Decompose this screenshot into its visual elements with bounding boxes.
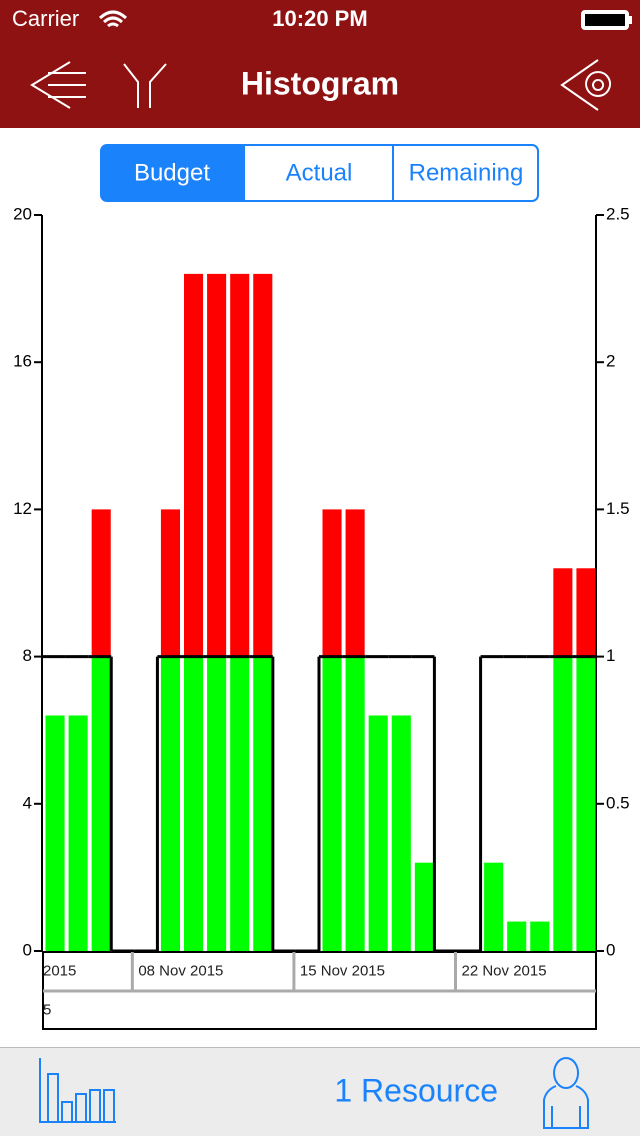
battery-level [585, 14, 625, 26]
battery-tip [629, 16, 632, 24]
person-icon[interactable] [543, 1057, 589, 1129]
week-label: 2015 [43, 962, 76, 979]
bar-segment [576, 656, 596, 951]
bar-segment [253, 273, 273, 657]
bar-segment [576, 568, 596, 657]
nav-title: Histogram [241, 65, 399, 101]
bar-segment [391, 715, 411, 951]
week-label: 15 Nov 2015 [300, 962, 385, 979]
bar-segment [253, 656, 273, 951]
y2-tick-label: 2.5 [606, 204, 630, 223]
y2-tick-label: 0.5 [606, 793, 630, 812]
bar-segment [345, 656, 365, 951]
bar-segment [160, 509, 180, 657]
bar-segment [91, 509, 111, 657]
segment-actual[interactable]: Actual [286, 159, 353, 186]
y-tick-label: 16 [13, 352, 32, 371]
y-tick-label: 12 [13, 499, 32, 518]
bar-segment [45, 715, 65, 951]
bar-segment [507, 921, 527, 951]
clock: 10:20 PM [272, 6, 367, 31]
bar-segment [207, 656, 227, 951]
bar-segment [230, 273, 250, 657]
y-tick-label: 8 [23, 646, 32, 665]
bar-segment [345, 509, 365, 657]
bar-segment [91, 656, 111, 951]
wifi-icon [98, 10, 128, 28]
segment-budget[interactable]: Budget [134, 159, 210, 186]
histogram-chart: 0 4 8 12 16 20 0 0.5 1 1.5 2 2.5 2015 08 Nov 2015 15 N… [13, 204, 630, 1030]
bar-segment [368, 715, 388, 951]
bar-segment [160, 656, 180, 951]
week-label: 08 Nov 2015 [138, 962, 223, 979]
back-button[interactable] [30, 61, 86, 109]
bar-segment [68, 715, 88, 951]
bar-segment [553, 568, 573, 657]
carrier: Carrier [12, 6, 79, 31]
week-label: 22 Nov 2015 [462, 962, 547, 979]
bar-segment [484, 862, 504, 951]
bar-segment [184, 273, 204, 657]
filter-button[interactable] [123, 63, 167, 108]
chart-icon[interactable] [39, 1058, 116, 1123]
bar-segment [414, 862, 434, 951]
resource-count[interactable]: 1 Resource [334, 1072, 498, 1108]
y-tick-label: 20 [13, 204, 32, 223]
y2-tick-label: 1 [606, 646, 615, 665]
bar-segment [322, 656, 342, 951]
y-tick-label: 4 [23, 793, 32, 812]
bar-segment [230, 656, 250, 951]
y-tick-label: 0 [23, 940, 32, 959]
month-label: 5 [43, 1001, 51, 1018]
y2-tick-label: 2 [606, 352, 615, 371]
bar-segment [553, 656, 573, 951]
y2-tick-label: 0 [606, 940, 615, 959]
bar-segment [530, 921, 550, 951]
bar-segment [322, 509, 342, 657]
settings-button[interactable] [560, 59, 612, 111]
y2-tick-label: 1.5 [606, 499, 630, 518]
segment-remaining[interactable]: Remaining [409, 159, 524, 186]
segment-selected[interactable] [101, 145, 245, 201]
bar-segment [207, 273, 227, 657]
bar-segment [184, 656, 204, 951]
